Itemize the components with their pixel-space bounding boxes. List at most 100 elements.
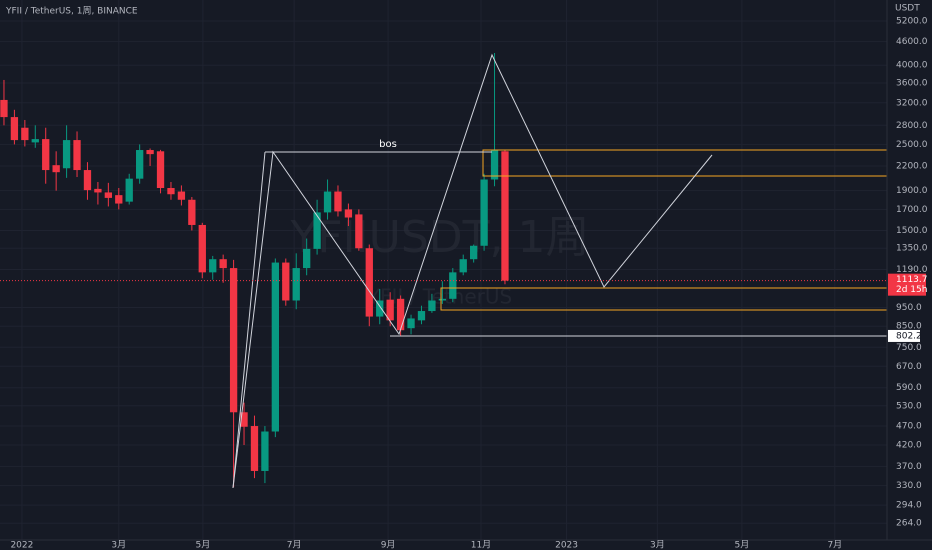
y-tick-label: 950.0 bbox=[896, 303, 922, 313]
candle-body bbox=[115, 195, 123, 204]
y-tick-label: 1350.0 bbox=[896, 244, 928, 254]
y-tick-label: 370.0 bbox=[896, 462, 922, 472]
y-tick-label: 1190.0 bbox=[896, 265, 928, 275]
candle-body bbox=[10, 117, 19, 141]
candle-body bbox=[355, 214, 363, 249]
candle-body bbox=[480, 179, 488, 246]
x-tick-label: 7月 bbox=[827, 540, 842, 550]
candle-body bbox=[42, 139, 50, 171]
last-price-label: 1113.7 bbox=[896, 275, 928, 285]
grid bbox=[0, 0, 887, 540]
candle-body bbox=[83, 170, 92, 191]
x-tick-label: 3月 bbox=[111, 540, 126, 550]
y-tick-label: 590.0 bbox=[896, 383, 922, 393]
x-tick-label: 11月 bbox=[471, 540, 491, 550]
candle-body bbox=[292, 268, 300, 301]
y-tick-label: 3600.0 bbox=[896, 78, 928, 88]
x-tick-label: 9月 bbox=[381, 540, 396, 550]
candle-body bbox=[167, 188, 175, 195]
candle-body bbox=[303, 248, 311, 269]
zigzag-projection bbox=[232, 53, 713, 489]
candle-body bbox=[261, 431, 269, 471]
candle-body bbox=[344, 209, 353, 218]
candle-body bbox=[501, 151, 509, 281]
candle-body bbox=[250, 426, 259, 471]
candle-body bbox=[323, 191, 332, 213]
candle-body bbox=[271, 262, 280, 432]
annotation: bos bbox=[379, 139, 397, 150]
axes: 5200.0 4600.0 4000.0 3600.0 3200.0 2800.0 2500… bbox=[10, 16, 927, 550]
candle-body bbox=[177, 191, 186, 200]
y-tick-label: 420.0 bbox=[896, 440, 922, 450]
y-tick-label: 470.0 bbox=[896, 422, 922, 432]
watermark: YFIIUSDT, 1周 bbox=[290, 212, 590, 263]
x-tick-label: 7月 bbox=[287, 540, 302, 550]
candle-body bbox=[376, 300, 384, 317]
countdown-label: 2d 15h bbox=[896, 285, 927, 295]
x-tick-label: 2022 bbox=[10, 541, 33, 550]
candle-body bbox=[470, 245, 478, 260]
y-tick-label: 5200.0 bbox=[896, 16, 928, 26]
candle-body bbox=[198, 224, 206, 273]
candle-body bbox=[334, 191, 342, 212]
y-tick-label: 850.0 bbox=[896, 322, 922, 332]
candle-body bbox=[438, 298, 447, 301]
x-tick-label: 5月 bbox=[196, 540, 211, 550]
candle-body bbox=[459, 259, 467, 273]
last-price-badge bbox=[888, 273, 926, 296]
y-tick-label: 4600.0 bbox=[896, 37, 928, 47]
y-tick-label: 294.0 bbox=[896, 501, 922, 511]
candle-body bbox=[240, 412, 248, 427]
candle-body bbox=[219, 259, 227, 269]
y-tick-label: 2800.0 bbox=[896, 121, 928, 131]
candle-body bbox=[73, 140, 81, 171]
candle-body bbox=[62, 140, 71, 169]
candle-body bbox=[365, 248, 373, 317]
y-tick-label: 1900.0 bbox=[896, 186, 928, 196]
y-tick-label: 4000.0 bbox=[896, 61, 928, 71]
y-tick-label: 1500.0 bbox=[896, 226, 928, 236]
x-tick-label: 2023 bbox=[555, 541, 578, 550]
candle-body bbox=[52, 165, 60, 173]
candle-body bbox=[428, 300, 436, 312]
candle-body bbox=[31, 139, 39, 143]
candle-body bbox=[104, 192, 112, 198]
candle-body bbox=[209, 259, 217, 273]
candle-body bbox=[449, 272, 457, 299]
candle-body bbox=[0, 99, 8, 118]
y-tick-label: 750.0 bbox=[896, 343, 922, 353]
candle-body bbox=[490, 149, 499, 180]
candle-body bbox=[146, 150, 154, 155]
y-tick-label: 670.0 bbox=[896, 362, 922, 372]
y-tick-label: 530.0 bbox=[896, 401, 922, 411]
chart-title: YFII / TetherUS, 1周, BINANCE bbox=[5, 6, 138, 17]
candle-body bbox=[417, 311, 426, 321]
candle-body bbox=[125, 178, 133, 202]
candle-body bbox=[136, 150, 144, 179]
y-axis-label: USDT bbox=[895, 4, 920, 14]
y-tick-label: 3200.0 bbox=[896, 98, 928, 108]
candle-body bbox=[282, 262, 290, 301]
x-tick-label: 5月 bbox=[735, 540, 750, 550]
x-tick-label: 3月 bbox=[650, 540, 665, 550]
level-label: 802.2 bbox=[896, 331, 922, 341]
candle-body bbox=[21, 127, 29, 141]
y-tick-label: 264.0 bbox=[896, 519, 922, 529]
candle-body bbox=[94, 188, 102, 193]
candle-body bbox=[313, 212, 321, 249]
candles bbox=[0, 53, 509, 488]
y-tick-label: 2200.0 bbox=[896, 161, 928, 171]
candle-body bbox=[188, 199, 196, 225]
candle-body bbox=[396, 298, 405, 331]
level-badge bbox=[888, 329, 920, 342]
trend-line bbox=[232, 151, 266, 489]
y-tick-label: 330.0 bbox=[896, 481, 922, 491]
y-tick-label: 2500.0 bbox=[896, 140, 928, 150]
y-tick-label: 1700.0 bbox=[896, 205, 928, 215]
candle-body bbox=[156, 151, 165, 189]
candle-body bbox=[386, 299, 394, 321]
candle-body bbox=[407, 318, 415, 329]
